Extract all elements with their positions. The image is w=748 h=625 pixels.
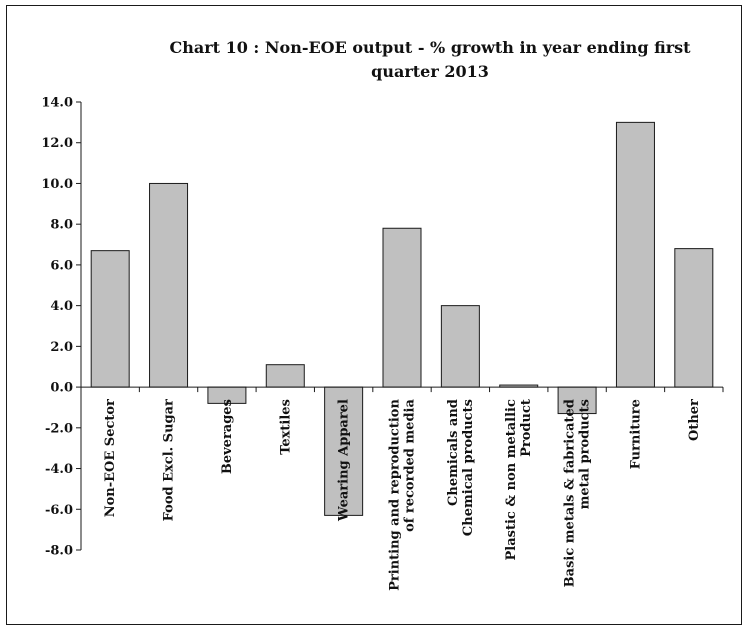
bar-chart: -8.0 -6.0 -4.0 -2.0 0.0 2.0 4.0 6.0 8.0 10.0 12.0 1… xyxy=(41,96,724,591)
category-label: of recorded media xyxy=(403,399,418,532)
y-tick-label: 10.0 xyxy=(41,177,73,192)
y-tick-label: 12.0 xyxy=(41,136,73,151)
category-label: Furniture xyxy=(628,399,643,469)
category-label: Product xyxy=(519,399,534,457)
y-tick-label: -2.0 xyxy=(45,421,73,436)
category-label: Chemical products xyxy=(461,399,476,536)
y-tick-label: -8.0 xyxy=(45,544,73,559)
category-label: Plastic & non metallic xyxy=(504,399,519,560)
bar xyxy=(382,227,422,388)
category-label: Basic metals & fabricated xyxy=(563,399,578,587)
category-label: Wearing Apparel xyxy=(337,399,352,522)
bar xyxy=(674,248,714,388)
y-tick-label: 6.0 xyxy=(50,258,73,273)
category-label: Textiles xyxy=(278,399,293,455)
category-label: metal products xyxy=(578,399,593,509)
category-label: Beverages xyxy=(220,399,235,474)
bar xyxy=(440,305,480,388)
bar xyxy=(265,364,305,388)
bar xyxy=(149,182,189,388)
category-label: Other xyxy=(687,399,702,441)
y-tick-label: 8.0 xyxy=(50,218,73,233)
y-tick-label: 4.0 xyxy=(50,299,73,314)
category-label: Chemicals and xyxy=(446,399,461,506)
chart-title: Chart 10 : Non-EOE output - % growth in … xyxy=(169,38,691,81)
bar xyxy=(90,250,130,388)
y-tick-label: -6.0 xyxy=(45,503,73,518)
category-label: Printing and reproduction xyxy=(388,399,403,591)
y-tick-label: 2.0 xyxy=(50,340,73,355)
y-tick-label: 14.0 xyxy=(41,96,73,111)
category-label: Food Excl. Sugar xyxy=(162,399,177,521)
y-tick-label: 0.0 xyxy=(50,381,73,396)
y-tick-label: -4.0 xyxy=(45,462,73,477)
category-label: Non-EOE Sector xyxy=(103,399,118,517)
bar xyxy=(324,386,364,516)
bar xyxy=(615,121,655,388)
